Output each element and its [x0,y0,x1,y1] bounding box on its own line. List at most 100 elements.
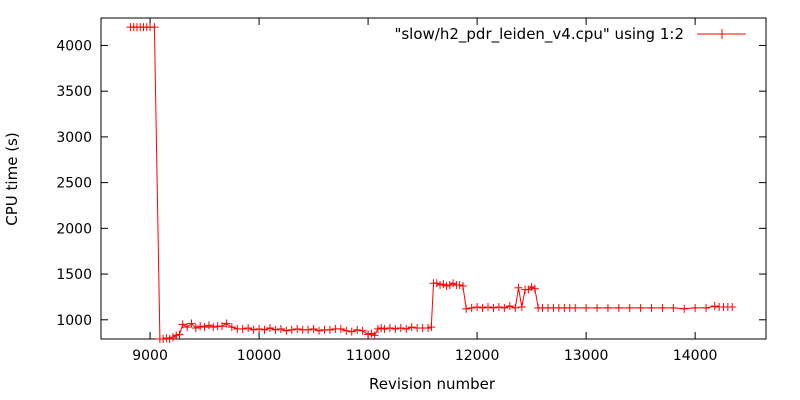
y-tick-label: 2500 [56,176,92,192]
data-point [165,335,174,343]
x-tick-label: 14000 [673,348,718,364]
y-tick-label: 1500 [56,267,92,283]
data-point [342,326,351,335]
data-point [336,324,345,333]
data-point [255,324,264,333]
data-point [218,322,227,331]
data-point [367,329,376,338]
data-point [669,303,678,312]
data-point [514,283,523,292]
legend-marker [717,29,727,39]
data-point [168,333,177,342]
legend-label: "slow/h2_pdr_leiden_v4.cpu" using 1:2 [394,25,684,44]
data-point [680,304,689,313]
data-point [175,330,184,339]
data-point [489,303,498,312]
data-point [238,324,247,333]
plot-frame [100,17,767,340]
y-tick-label: 1000 [56,313,92,329]
data-point [432,279,441,288]
data-point [710,302,719,311]
data-point [593,303,602,312]
data-point [603,303,612,312]
data-point [527,282,536,291]
data-point [517,302,526,311]
x-tick-label: 13000 [564,348,609,364]
data-point [571,303,580,312]
data-point [402,324,411,333]
data-point [304,325,313,334]
data-point [353,325,362,334]
data-point [728,302,737,311]
y-axis-label: CPU time (s) [3,132,21,225]
data-point [500,303,509,312]
data-point [265,324,274,333]
data-point [702,303,711,312]
y-tick-label: 2000 [56,221,92,237]
x-tick-label: 10000 [237,348,282,364]
y-tick-label: 4000 [56,38,92,54]
data-point [183,323,192,332]
legend: "slow/h2_pdr_leiden_v4.cpu" using 1:2 [394,25,746,44]
x-tick-label: 9000 [132,348,168,364]
data-point [424,324,433,333]
x-tick-label: 12000 [455,348,500,364]
data-point [436,281,445,290]
data-point [385,324,394,333]
series-layer [126,23,737,343]
y-tick-label: 3000 [56,130,92,146]
data-point [260,325,269,334]
data-point [530,284,539,293]
data-point [505,302,514,311]
y-tick-labels: 1000 1500 2000 2500 3000 3500 4000 [56,38,92,328]
data-point [187,319,196,328]
x-tick-label: 11000 [346,348,391,364]
data-point [473,302,482,311]
data-point [196,322,205,331]
data-point [427,323,436,332]
data-point [442,281,451,290]
data-point [647,303,656,312]
data-point [391,324,400,333]
data-point [222,319,231,328]
data-point [282,326,291,335]
data-point [407,323,416,332]
data-point [325,325,334,334]
data-point [244,324,253,333]
data-point [377,324,386,333]
data-point [204,321,213,330]
data-point [658,303,667,312]
data-point [150,23,159,32]
data-point [162,334,171,343]
data-point [462,304,471,313]
data-point [449,279,458,288]
data-point [614,303,623,312]
axis-ticks [101,18,766,339]
data-point [249,325,258,334]
x-axis-label: Revision number [369,375,496,393]
data-point [172,331,181,340]
data-point [271,325,280,334]
data-point [484,302,493,311]
data-point [511,303,520,312]
x-tick-labels: 9000 10000 11000 12000 13000 14000 [132,348,717,364]
data-point [370,331,379,340]
data-point [200,323,209,332]
data-point [293,324,302,333]
y-tick-label: 3500 [56,84,92,100]
data-point [582,303,591,312]
data-point [636,303,645,312]
data-point [625,303,634,312]
data-point [396,324,405,333]
data-point [458,281,467,290]
data-point [287,325,296,334]
data-point [467,303,476,312]
data-point [455,281,464,290]
data-point [494,302,503,311]
data-point [439,280,448,289]
data-point [478,303,487,312]
data-point [364,330,373,339]
data-point [191,324,200,333]
data-point [347,327,356,336]
